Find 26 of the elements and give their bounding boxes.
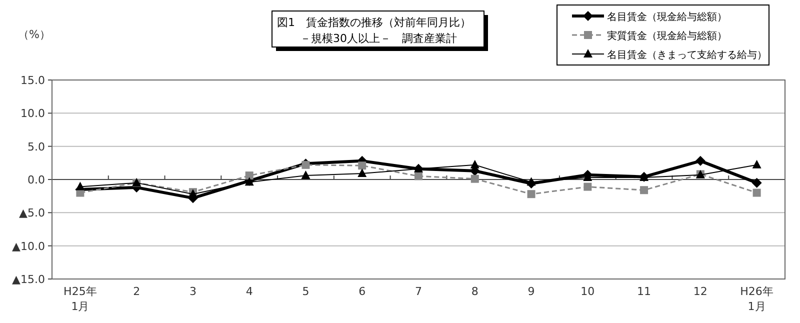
y-tick-label: 15.0 <box>20 74 45 87</box>
x-tick-label: 2 <box>133 285 140 298</box>
y-tick-label: ▲5.0 <box>19 206 45 220</box>
x-tick-label: 6 <box>358 285 366 298</box>
x-tick-label: 3 <box>189 285 196 298</box>
x-tick-label: H26年 1月 <box>740 285 774 313</box>
legend-label: 実質賃金（現金給与総額） <box>607 30 727 42</box>
x-tick-label: 12 <box>693 285 708 298</box>
y-tick-label: 10.0 <box>20 107 45 120</box>
x-tick-label: 8 <box>471 285 478 298</box>
y-tick-label: 5.0 <box>28 140 45 154</box>
x-tick-label: 11 <box>637 285 652 298</box>
x-tick-label: 9 <box>528 285 535 298</box>
y-tick-label: ▲10.0 <box>12 240 45 253</box>
x-tick-label: 5 <box>302 285 310 298</box>
y-tick-label: ▲15.0 <box>12 273 45 286</box>
x-tick-label: 4 <box>246 285 253 298</box>
y-tick-label: 0.0 <box>28 174 45 186</box>
y-axis-title: （%） <box>18 28 50 41</box>
x-tick-label: H25年 1月 <box>64 285 97 313</box>
legend-label: 名目賃金（現金給与総額） <box>607 11 727 23</box>
x-tick-label: 7 <box>415 285 422 298</box>
x-tick-label: 10 <box>580 285 595 298</box>
chart-subtitle: －規模30人以上－ 調査産業計 <box>300 32 457 45</box>
legend-label: 名目賃金（きまって支給する給与） <box>607 49 767 61</box>
chart-title: 図1 賃金指数の推移（対前年同月比） <box>277 16 471 29</box>
